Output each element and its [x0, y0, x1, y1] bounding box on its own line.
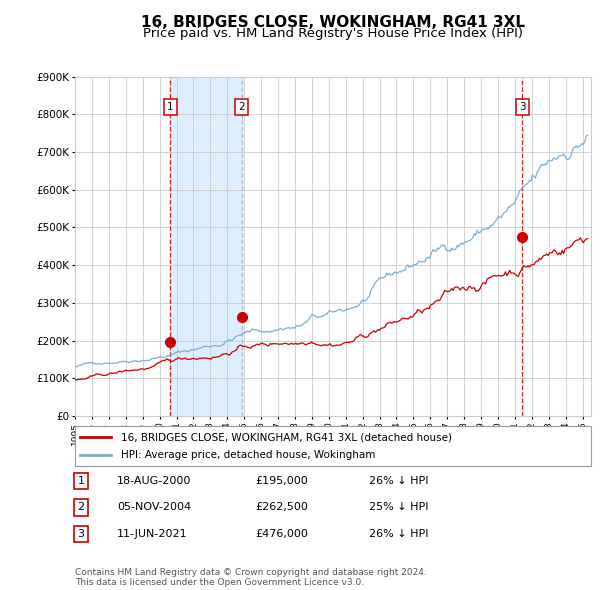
- Text: 3: 3: [519, 102, 526, 112]
- Text: £476,000: £476,000: [255, 529, 308, 539]
- Text: 1: 1: [167, 102, 173, 112]
- Text: 18-AUG-2000: 18-AUG-2000: [117, 476, 191, 486]
- Text: £195,000: £195,000: [255, 476, 308, 486]
- Text: 3: 3: [77, 529, 85, 539]
- Text: £262,500: £262,500: [255, 503, 308, 512]
- Text: HPI: Average price, detached house, Wokingham: HPI: Average price, detached house, Woki…: [121, 450, 376, 460]
- Text: 05-NOV-2004: 05-NOV-2004: [117, 503, 191, 512]
- Text: 2: 2: [238, 102, 245, 112]
- Bar: [170, 77, 242, 416]
- Text: 1: 1: [77, 476, 85, 486]
- Text: 26% ↓ HPI: 26% ↓ HPI: [369, 476, 428, 486]
- Text: 16, BRIDGES CLOSE, WOKINGHAM, RG41 3XL: 16, BRIDGES CLOSE, WOKINGHAM, RG41 3XL: [141, 15, 525, 30]
- Text: 11-JUN-2021: 11-JUN-2021: [117, 529, 188, 539]
- Text: Contains HM Land Registry data © Crown copyright and database right 2024.
This d: Contains HM Land Registry data © Crown c…: [75, 568, 427, 587]
- Text: 16, BRIDGES CLOSE, WOKINGHAM, RG41 3XL (detached house): 16, BRIDGES CLOSE, WOKINGHAM, RG41 3XL (…: [121, 432, 452, 442]
- Text: 2: 2: [77, 503, 85, 512]
- Text: 25% ↓ HPI: 25% ↓ HPI: [369, 503, 428, 512]
- Text: 26% ↓ HPI: 26% ↓ HPI: [369, 529, 428, 539]
- Text: Price paid vs. HM Land Registry's House Price Index (HPI): Price paid vs. HM Land Registry's House …: [143, 27, 523, 40]
